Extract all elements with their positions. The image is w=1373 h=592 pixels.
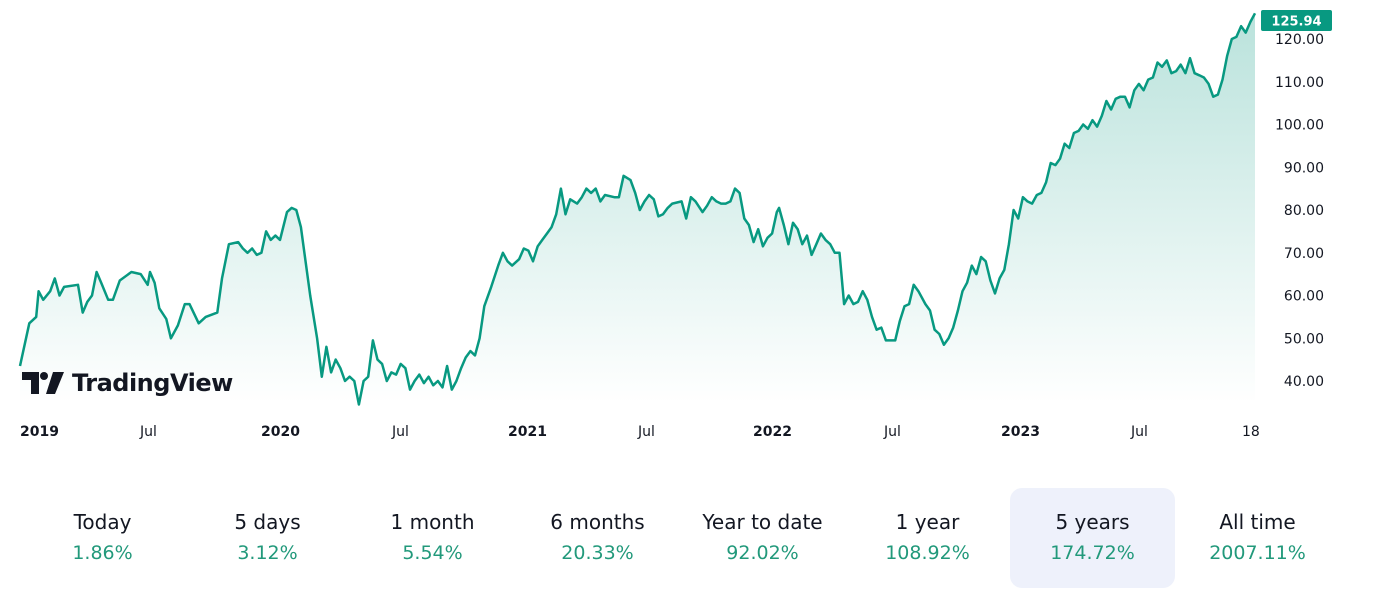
period-change-value: 92.02% <box>726 542 799 564</box>
x-axis: 2019 Jul 2020 Jul 2021 Jul 2022 Jul 2023 Jul 18 <box>20 424 1260 440</box>
period-tab-year-to-date[interactable]: Year to date 92.02% <box>680 488 845 588</box>
last-price-value: 125.94 <box>1271 15 1321 30</box>
x-tick-label: Jul <box>391 424 409 440</box>
period-label: Year to date <box>702 510 823 534</box>
x-tick-label: 2023 <box>1001 424 1040 440</box>
x-tick-label: 2022 <box>753 424 792 440</box>
y-tick-label: 100.00 <box>1275 118 1324 134</box>
period-label: 6 months <box>550 510 645 534</box>
y-tick-label: 120.00 <box>1275 32 1324 48</box>
chart-svg[interactable]: 40.00 50.00 60.00 70.00 80.00 90.00 100.00 110.… <box>0 0 1373 450</box>
period-tab-1-year[interactable]: 1 year 108.92% <box>845 488 1010 588</box>
period-label: 5 years <box>1055 510 1130 534</box>
x-tick-label: Jul <box>1130 424 1148 440</box>
tradingview-logo-text: TradingView <box>72 369 233 397</box>
period-tab-today[interactable]: Today 1.86% <box>20 488 185 588</box>
period-tab-6-months[interactable]: 6 months 20.33% <box>515 488 680 588</box>
period-label: All time <box>1219 510 1296 534</box>
period-selector: Today 1.86% 5 days 3.12% 1 month 5.54% 6 month… <box>20 488 1360 588</box>
x-tick-label: Jul <box>637 424 655 440</box>
period-change-value: 3.12% <box>237 542 298 564</box>
y-tick-label: 110.00 <box>1275 75 1324 91</box>
period-tab-all-time[interactable]: All time 2007.11% <box>1175 488 1340 588</box>
period-change-value: 174.72% <box>1050 542 1135 564</box>
x-tick-label: 2020 <box>261 424 300 440</box>
period-change-value: 108.92% <box>885 542 970 564</box>
x-tick-label: 2021 <box>508 424 547 440</box>
last-price-badge: 125.94 <box>1261 10 1332 31</box>
period-tab-5-days[interactable]: 5 days 3.12% <box>185 488 350 588</box>
period-label: 1 month <box>390 510 475 534</box>
y-tick-label: 90.00 <box>1284 160 1324 176</box>
x-tick-label: Jul <box>883 424 901 440</box>
period-label: Today <box>73 510 132 534</box>
x-tick-label: 18 <box>1242 424 1260 440</box>
x-tick-label: Jul <box>139 424 157 440</box>
period-label: 1 year <box>895 510 960 534</box>
tradingview-logo[interactable]: TradingView <box>22 368 233 398</box>
period-change-value: 1.86% <box>72 542 133 564</box>
period-change-value: 20.33% <box>561 542 634 564</box>
price-line <box>18 12 1257 406</box>
period-change-value: 2007.11% <box>1209 542 1306 564</box>
y-tick-label: 40.00 <box>1284 374 1324 390</box>
price-area <box>20 13 1255 405</box>
tradingview-logo-icon <box>22 372 64 394</box>
y-tick-label: 80.00 <box>1284 203 1324 219</box>
y-axis: 40.00 50.00 60.00 70.00 80.00 90.00 100.00 110.… <box>1275 32 1324 390</box>
y-tick-label: 50.00 <box>1284 331 1324 347</box>
x-tick-label: 2019 <box>20 424 59 440</box>
last-price-badge-bg <box>1261 10 1332 31</box>
period-tab-1-month[interactable]: 1 month 5.54% <box>350 488 515 588</box>
y-tick-label: 70.00 <box>1284 246 1324 262</box>
period-change-value: 5.54% <box>402 542 463 564</box>
price-chart[interactable]: 40.00 50.00 60.00 70.00 80.00 90.00 100.00 110.… <box>0 0 1373 450</box>
period-label: 5 days <box>234 510 301 534</box>
y-tick-label: 60.00 <box>1284 289 1324 305</box>
period-tab-5-years[interactable]: 5 years 174.72% <box>1010 488 1175 588</box>
